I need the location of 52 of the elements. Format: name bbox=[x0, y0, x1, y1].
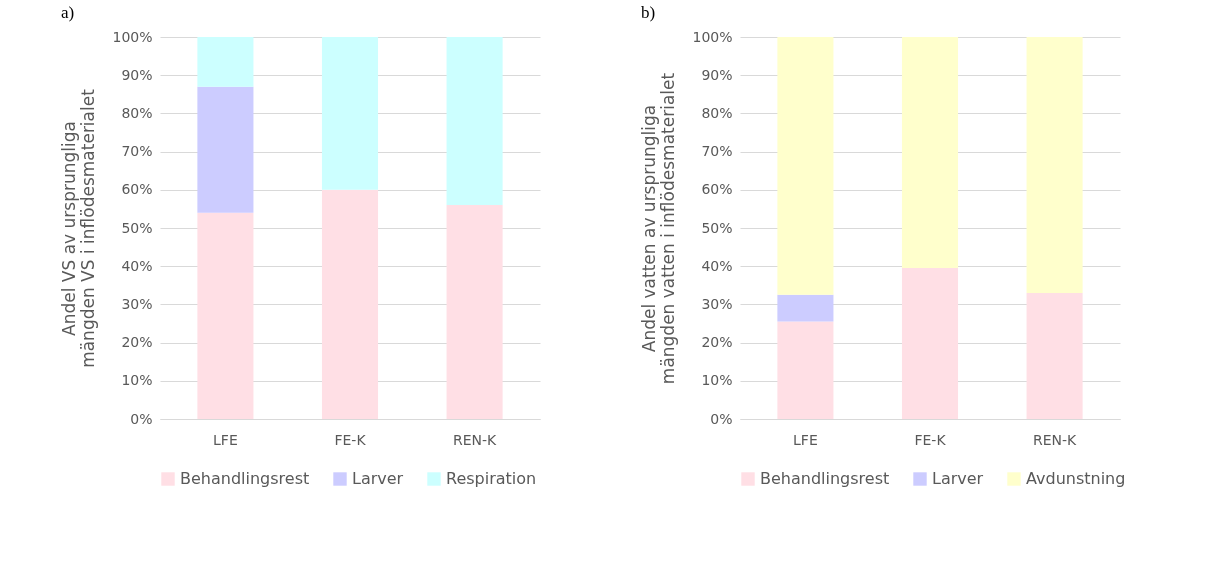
bar bbox=[777, 294, 834, 322]
x-tick-label: FE-K bbox=[914, 431, 947, 448]
bar bbox=[446, 205, 503, 419]
y-tick-label: 0% bbox=[710, 410, 733, 427]
bar bbox=[1026, 37, 1083, 293]
y-tick-label: 80% bbox=[701, 104, 733, 121]
x-tick-label: LFE bbox=[793, 431, 818, 448]
y-tick-label: 60% bbox=[121, 181, 153, 198]
bar bbox=[197, 212, 254, 419]
legend-label: Larver bbox=[352, 469, 404, 488]
y-tick-label: 50% bbox=[701, 219, 733, 236]
y-tick-label: 40% bbox=[701, 257, 733, 274]
bar bbox=[197, 86, 254, 213]
y-tick-label: 10% bbox=[121, 372, 153, 389]
y-tick-label: 70% bbox=[121, 143, 153, 160]
legend-label: Behandlingsrest bbox=[180, 469, 310, 488]
legend-label: Larver bbox=[932, 469, 984, 488]
y-tick-label: 100% bbox=[692, 28, 733, 45]
chart-title: a) bbox=[60, 3, 75, 22]
bar bbox=[901, 268, 959, 419]
y-tick-label: 30% bbox=[701, 295, 733, 312]
y-tick-label: 90% bbox=[701, 66, 733, 83]
y-tick-label: 0% bbox=[130, 410, 153, 427]
y-tick-label: 30% bbox=[121, 295, 153, 312]
y-tick-label: 50% bbox=[121, 219, 153, 236]
y-tick-label: 60% bbox=[701, 181, 733, 198]
bar bbox=[901, 37, 959, 269]
y-tick-label: 40% bbox=[121, 257, 153, 274]
legend-label: Avdunstning bbox=[1026, 469, 1126, 488]
legend-label: Respiration bbox=[446, 469, 537, 488]
y-tick-label: 100% bbox=[112, 28, 153, 45]
bar bbox=[321, 189, 379, 419]
chart-title: b) bbox=[640, 3, 656, 22]
bar bbox=[1026, 292, 1083, 419]
y-tick-label: 80% bbox=[121, 104, 153, 121]
x-tick-label: REN-K bbox=[1032, 431, 1078, 448]
y-axis-title: Andel vatten av ursprungliga mängden vatten i inflödesmaterialet bbox=[639, 72, 679, 385]
y-tick-label: 70% bbox=[701, 143, 733, 160]
x-tick-label: REN-K bbox=[452, 431, 498, 448]
x-tick-label: FE-K bbox=[334, 431, 367, 448]
y-tick-label: 20% bbox=[121, 334, 153, 351]
legend-label: Behandlingsrest bbox=[760, 469, 890, 488]
bar bbox=[777, 321, 834, 419]
bar bbox=[446, 37, 503, 206]
y-axis-title: Andel VS av ursprungliga mängden VS i inflödesmaterialet bbox=[59, 88, 99, 368]
bar bbox=[777, 37, 834, 295]
y-tick-label: 10% bbox=[701, 372, 733, 389]
y-tick-label: 20% bbox=[701, 334, 733, 351]
bar bbox=[197, 37, 254, 87]
bar bbox=[321, 37, 379, 190]
x-tick-label: LFE bbox=[213, 431, 238, 448]
y-tick-label: 90% bbox=[121, 66, 153, 83]
